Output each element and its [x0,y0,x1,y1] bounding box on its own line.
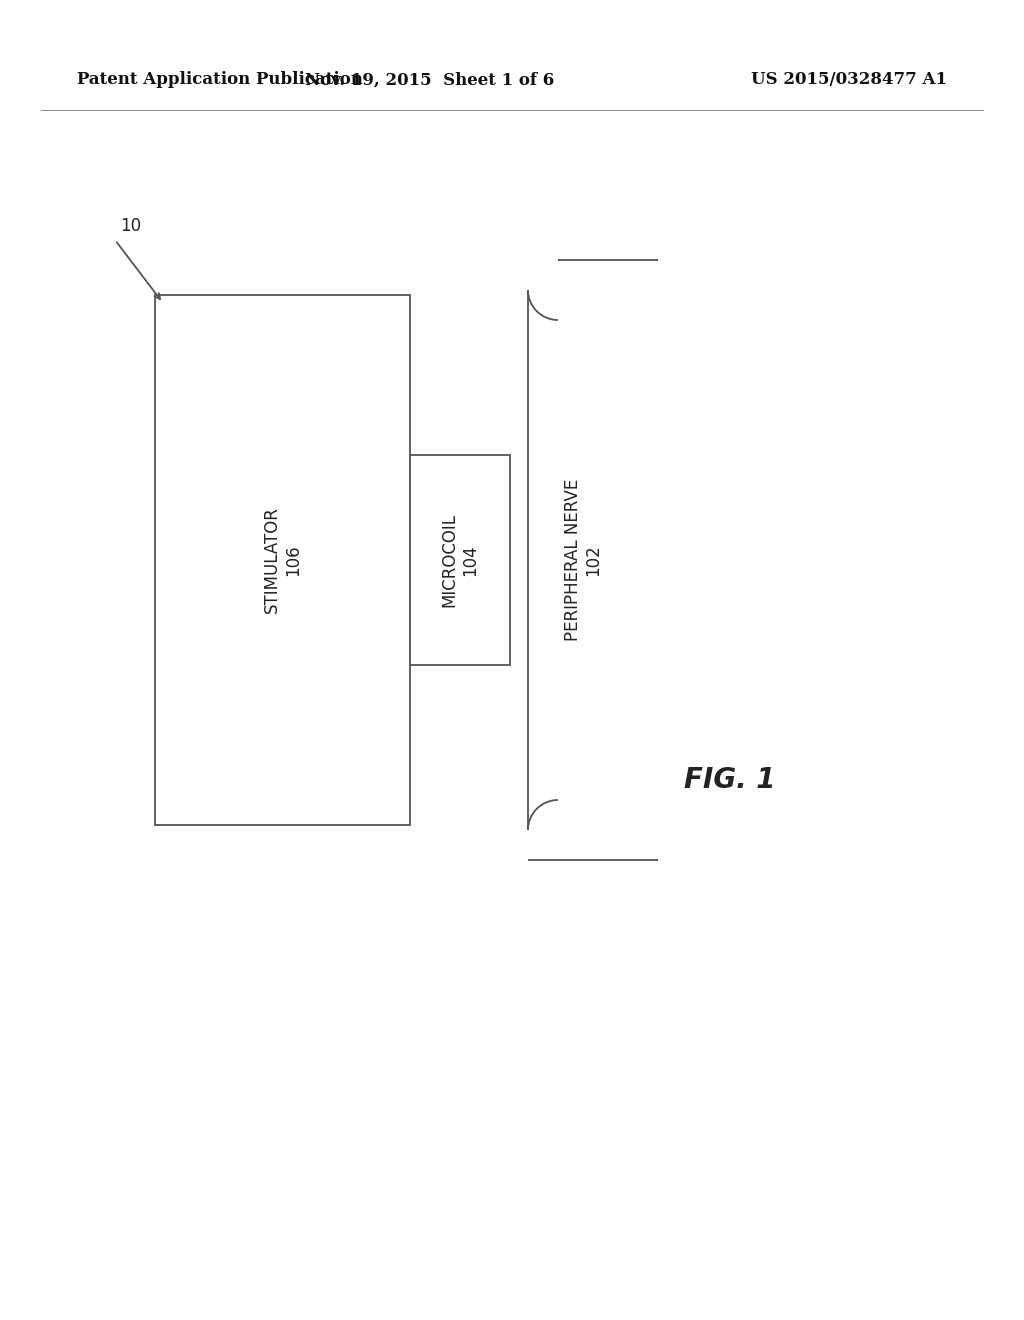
Text: 10: 10 [120,216,141,235]
Text: US 2015/0328477 A1: US 2015/0328477 A1 [752,71,947,88]
Text: Patent Application Publication: Patent Application Publication [77,71,362,88]
Text: STIMULATOR
106: STIMULATOR 106 [263,507,302,614]
Text: Nov. 19, 2015  Sheet 1 of 6: Nov. 19, 2015 Sheet 1 of 6 [305,71,555,88]
Bar [410,455,510,665]
Text: PERIPHERAL NERVE
102: PERIPHERAL NERVE 102 [563,479,602,642]
Bar [155,294,410,825]
Text: MICROCOIL
104: MICROCOIL 104 [440,513,479,607]
Text: FIG. 1: FIG. 1 [684,766,776,795]
